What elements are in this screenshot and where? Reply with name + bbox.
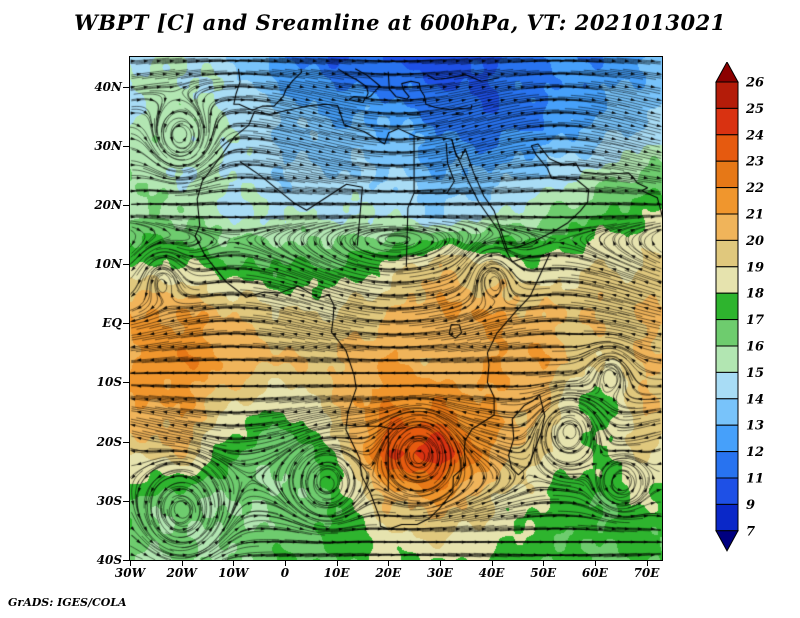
x-tick-label: 30E	[426, 566, 453, 580]
y-tick-mark	[123, 323, 130, 325]
svg-text:14: 14	[746, 392, 764, 407]
x-tick-label: 60E	[581, 566, 608, 580]
svg-text:15: 15	[746, 366, 764, 381]
y-tick-mark	[123, 264, 130, 266]
svg-text:25: 25	[745, 102, 764, 117]
svg-text:24: 24	[745, 128, 764, 143]
x-tick-mark	[130, 560, 131, 566]
map-canvas	[129, 56, 663, 561]
svg-text:9: 9	[746, 498, 755, 513]
x-tick-mark	[491, 560, 493, 566]
y-tick-label: 10S	[96, 375, 122, 390]
y-tick-mark	[123, 145, 130, 147]
svg-text:17: 17	[746, 313, 764, 328]
svg-text:12: 12	[746, 445, 764, 460]
y-tick-label: EQ	[102, 316, 122, 331]
y-tick-label: 40S	[96, 553, 122, 567]
y-tick-mark	[123, 560, 130, 561]
x-tick-mark	[594, 560, 596, 566]
x-tick-label: 30W	[114, 566, 146, 580]
svg-text:20: 20	[745, 234, 764, 249]
x-tick-mark	[388, 560, 390, 566]
svg-text:26: 26	[745, 76, 764, 91]
svg-text:19: 19	[746, 260, 764, 275]
grads-credit: GrADS: IGES/COLA	[8, 596, 127, 609]
x-tick-label: 10W	[218, 566, 249, 580]
colorbar: 26 25 24 23 22 21 20 19 18 17 16 15 14 13 12 11 9 7	[714, 60, 784, 557]
y-tick-mark	[123, 500, 130, 502]
svg-text:21: 21	[745, 208, 764, 223]
y-tick-label: 10N	[94, 257, 122, 272]
plot-title: WBPT [C] and Sreamline at 600hPa, VT: 20…	[74, 10, 726, 35]
y-tick-label: 20N	[94, 197, 122, 212]
x-tick-mark	[284, 560, 286, 566]
y-tick-label: 30N	[94, 138, 122, 153]
x-tick-label: 20E	[375, 566, 402, 580]
x-tick-mark	[543, 560, 545, 566]
x-tick-mark	[439, 560, 441, 566]
x-tick-label: 0	[280, 566, 290, 580]
x-tick-mark	[233, 560, 235, 566]
svg-text:7: 7	[746, 524, 755, 539]
y-tick-mark	[123, 382, 130, 384]
y-tick-label: 30S	[96, 493, 122, 508]
svg-text:13: 13	[746, 419, 764, 434]
y-tick-label: 20S	[96, 434, 122, 449]
y-tick-mark	[123, 86, 130, 88]
svg-text:22: 22	[745, 181, 764, 196]
x-tick-mark	[646, 560, 648, 566]
x-tick-label: 20W	[166, 566, 197, 580]
x-tick-label: 40E	[478, 566, 505, 580]
x-tick-mark	[181, 560, 183, 566]
svg-text:18: 18	[746, 287, 764, 302]
plot-area: 30W 20W 10W 0 10E 20E 30E 40E 50E 60E 70E 40N 30N 20N…	[94, 56, 663, 580]
svg-text:11: 11	[746, 472, 764, 487]
y-tick-mark	[123, 204, 130, 206]
x-tick-mark	[336, 560, 338, 566]
colorbar-svg: 26 25 24 23 22 21 20 19 18 17 16 15 14 13 12 11 9 7	[715, 60, 764, 552]
x-tick-label: 50E	[530, 566, 557, 580]
y-tick-mark	[123, 441, 130, 443]
svg-text:23: 23	[745, 155, 764, 170]
svg-text:16: 16	[746, 340, 764, 355]
x-tick-label: 10E	[323, 566, 350, 580]
y-tick-label: 40N	[94, 79, 122, 94]
x-tick-label: 70E	[633, 566, 660, 580]
